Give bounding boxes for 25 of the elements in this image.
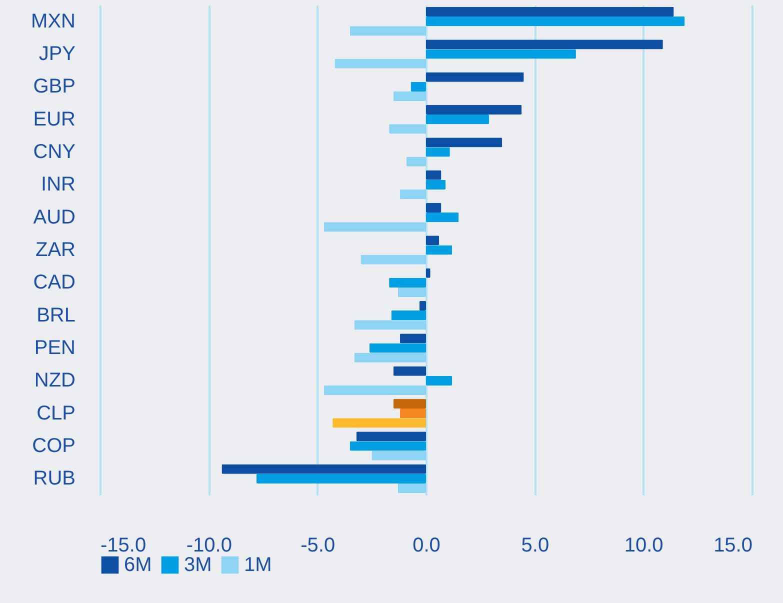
y-tick-label: CAD: [33, 272, 76, 294]
y-tick-label: EUR: [33, 108, 76, 130]
x-tick-label: -10.0: [186, 534, 232, 556]
y-tick-label: NZD: [34, 370, 76, 392]
x-tick-label: -5.0: [300, 534, 336, 556]
y-tick-label: MXN: [31, 10, 76, 32]
x-tick-label: 5.0: [521, 534, 550, 556]
y-tick-label: INR: [41, 174, 76, 196]
y-tick-label: BRL: [36, 304, 76, 326]
legend-label: 6M: [124, 554, 152, 576]
y-tick-label: GBP: [33, 76, 76, 98]
y-tick-label: AUD: [33, 206, 76, 228]
y-tick-label: JPY: [38, 43, 76, 65]
x-tick-label: -15.0: [100, 534, 146, 556]
y-tick-label: RUB: [33, 468, 76, 490]
x-tick-label: 15.0: [714, 534, 752, 556]
y-tick-label: CNY: [33, 141, 76, 163]
x-tick-label: 0.0: [412, 534, 440, 556]
legend-label: 1M: [244, 554, 272, 576]
y-tick-label: PEN: [34, 337, 76, 359]
x-tick-label: 10.0: [624, 534, 664, 556]
legend-label: 3M: [184, 554, 212, 576]
y-tick-label: CLP: [36, 402, 76, 424]
y-tick-label: COP: [32, 435, 76, 457]
y-tick-label: ZAR: [36, 239, 76, 261]
